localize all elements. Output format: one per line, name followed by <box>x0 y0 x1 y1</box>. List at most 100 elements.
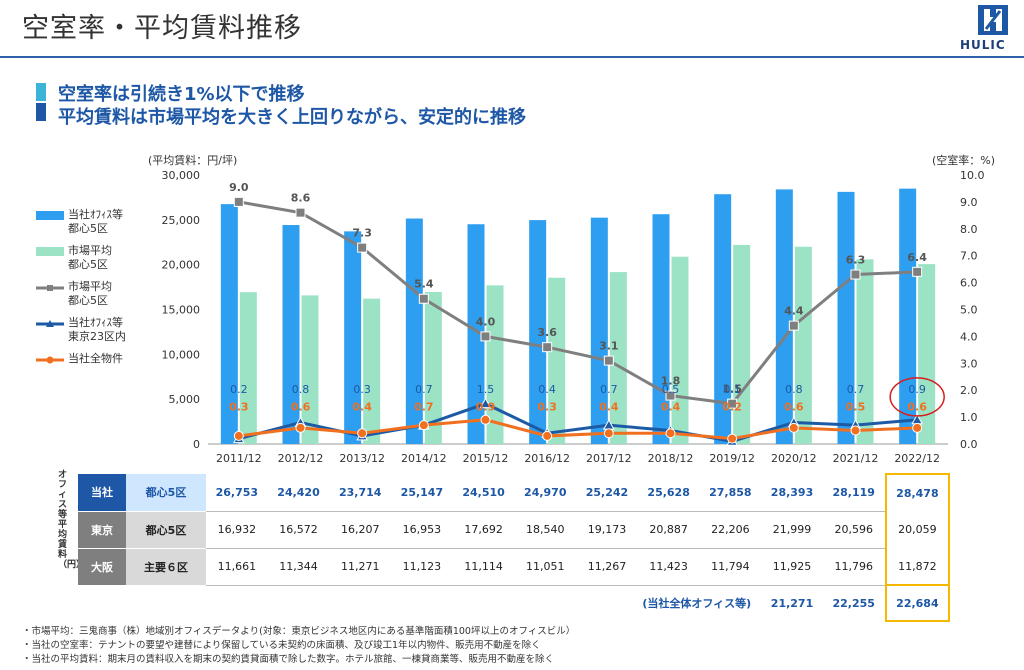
legend-item: 市場平均 都心5区 <box>20 244 140 280</box>
bar-hulic-office <box>837 191 855 444</box>
table-row: 東京 都心5区 16,932 16,572 16,207 16,953 17,692 18,5… <box>78 511 951 549</box>
chart-legend: 当社ｵﾌｨｽ等 都心5区 市場平均 都心5区 市場平均 都心5区 当社ｵﾌｨｽ等… <box>20 208 140 388</box>
hulic-23ku-vacancy-label: 0.4 <box>538 383 556 396</box>
rent-value-cell: 25,242 <box>576 474 638 512</box>
hulic-23ku-vacancy-label: 0.9 <box>908 383 926 396</box>
rent-value-cell: 11,051 <box>514 548 577 586</box>
right-tick-label: 9.0 <box>960 196 978 209</box>
line-series-2 <box>238 200 918 406</box>
rent-value-cell: 25,147 <box>391 474 453 512</box>
hulic-23ku-vacancy-label: 0.7 <box>600 383 618 396</box>
legend-label: 当社ｵﾌｨｽ等 都心5区 <box>68 208 123 235</box>
x-tick-label: 2018/12 <box>648 452 694 465</box>
bar-market-average <box>733 244 751 444</box>
rent-table: 当社 都心5区 26,753 24,420 23,714 25,147 24,510 24,9… <box>78 473 951 622</box>
page-title: 空室率・平均賃料推移 <box>22 13 302 44</box>
hulic-all-vacancy-label: 0.3 <box>229 400 249 413</box>
left-tick-label: 10,000 <box>162 348 201 361</box>
hulic-all-vacancy-point <box>542 430 553 441</box>
bar-hulic-office <box>590 217 608 444</box>
subtitle-2: 平均賃料は市場平均を大きく上回りながら、安定的に推移 <box>58 107 526 128</box>
legend-label: 市場平均 都心5区 <box>68 280 112 307</box>
bar-hulic-office <box>344 231 362 444</box>
bar-market-average <box>424 291 442 444</box>
overall-value-cell: 22,684 <box>884 584 951 622</box>
rent-value-cell: 28,478 <box>884 473 951 511</box>
hulic-all-vacancy-point <box>850 425 861 436</box>
table-row: 大阪 主要６区 11,661 11,344 11,271 11,123 11,114 11,0… <box>78 548 951 586</box>
rent-value-cell: 11,267 <box>576 548 638 586</box>
bar-hulic-office <box>529 220 547 444</box>
table-vertical-label: オフィス等平均賃料（円） <box>58 470 86 570</box>
market-vacancy-label: 9.0 <box>229 181 249 194</box>
overall-value-cell: 21,271 <box>770 596 814 610</box>
x-tick-label: 2015/12 <box>463 452 509 465</box>
bar-market-average <box>239 292 257 444</box>
legend-item: 市場平均 都心5区 <box>20 280 140 316</box>
rent-value-cell: 20,887 <box>637 511 700 549</box>
rent-value-cell: 23,714 <box>329 474 392 512</box>
hulic-23ku-vacancy-label: 0.8 <box>785 383 803 396</box>
logo-text: HULIC <box>960 38 1006 52</box>
hulic-all-vacancy-point <box>603 428 614 439</box>
market-vacancy-point <box>603 355 614 366</box>
rent-value-cell: 27,858 <box>699 474 762 512</box>
x-tick-label: 2012/12 <box>278 452 324 465</box>
x-tick-label: 2020/12 <box>771 452 817 465</box>
hulic-all-vacancy-point <box>295 422 306 433</box>
rent-value-cell: 11,271 <box>329 548 392 586</box>
market-vacancy-point <box>418 293 429 304</box>
x-tick-label: 2022/12 <box>894 452 940 465</box>
rent-value-cell: 17,692 <box>452 511 515 549</box>
footnote: ・当社の空室率：テナントの要望や建替により保留している未契約の床面積、及び竣工1… <box>22 640 541 651</box>
hulic-all-vacancy-label: 0.5 <box>846 400 866 413</box>
bar-hulic-office <box>467 224 485 444</box>
line-series-4 <box>238 418 918 441</box>
hulic-all-vacancy-point <box>665 428 676 439</box>
left-tick-label: 20,000 <box>162 259 201 272</box>
rent-value-cell: 11,872 <box>884 548 951 586</box>
rent-value-cell: 11,794 <box>699 548 762 586</box>
rent-value-cell: 11,344 <box>267 548 330 586</box>
region-cell: 当社 <box>78 474 126 512</box>
bar-market-average <box>918 264 936 444</box>
rent-value-cell: 11,661 <box>206 548 268 586</box>
hulic-23ku-vacancy-label: 0.2 <box>230 383 248 396</box>
area-cell: 都心5区 <box>126 511 206 549</box>
market-vacancy-point <box>542 342 553 353</box>
right-tick-label: 1.0 <box>960 411 978 424</box>
footnote: ・当社の平均賃料：期末月の賃料収入を期末の契約賃貸面積で除した数字。ホテル旅館、… <box>22 654 555 665</box>
bar-market-average <box>486 285 504 444</box>
bar-market-average <box>856 259 874 444</box>
hulic-all-vacancy-label: 0.7 <box>414 400 434 413</box>
overall-value-cell: 22,255 <box>832 596 875 610</box>
market-vacancy-label: 4.4 <box>784 305 804 318</box>
right-tick-label: 6.0 <box>960 277 978 290</box>
market-vacancy-point <box>850 269 861 280</box>
hulic-all-vacancy-label: 0.6 <box>907 400 927 413</box>
rent-value-cell: 11,123 <box>391 548 453 586</box>
footnote: ・市場平均：三鬼商事（株）地域別オフィスデータより(対象：東京ビジネス地区内にあ… <box>22 626 576 637</box>
left-axis-label: (平均賃料：円/坪) <box>148 154 238 167</box>
legend-label: 当社全物件 <box>68 352 123 365</box>
rent-value-cell: 25,628 <box>637 474 700 512</box>
overall-row: (当社全体オフィス等) 21,271 22,255 22,684 <box>78 584 951 622</box>
highlight-circle <box>889 377 945 417</box>
right-tick-label: 3.0 <box>960 357 978 370</box>
overall-label: (当社全体オフィス等) <box>642 597 752 611</box>
market-vacancy-label: 6.3 <box>846 254 866 267</box>
bar-market-average <box>301 295 319 444</box>
hulic-all-vacancy-point <box>912 422 923 433</box>
right-axis-label: (空室率：%) <box>932 154 996 167</box>
hulic-all-vacancy-point <box>727 433 738 444</box>
market-vacancy-point <box>480 331 491 342</box>
hulic-all-vacancy-label: 0.4 <box>599 400 619 413</box>
region-cell: 東京 <box>78 511 126 549</box>
hulic-all-vacancy-label: 0.9 <box>476 400 496 413</box>
rent-value-cell: 21,999 <box>761 511 823 549</box>
x-tick-label: 2016/12 <box>524 452 570 465</box>
market-vacancy-point <box>788 320 799 331</box>
subtitle-marker <box>36 103 46 121</box>
left-tick-label: 0 <box>193 438 200 451</box>
